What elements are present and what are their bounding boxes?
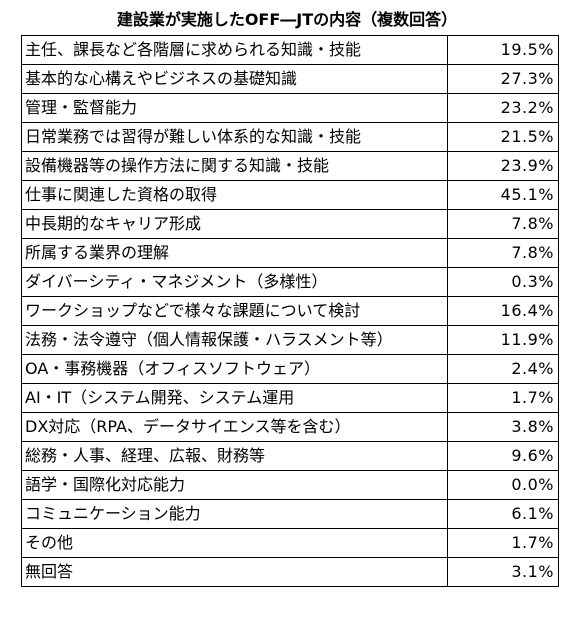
row-label: 基本的な心構えやビジネスの基礎知識 [21,64,448,94]
table-row: OA・事務機器（オフィスソフトウェア） 2.4% [21,354,559,384]
row-label: OA・事務機器（オフィスソフトウェア） [21,354,448,384]
row-label: 管理・監督能力 [21,93,448,123]
row-value: 27.3% [447,64,559,94]
table-row: DX対応（RPA、データサイエンス等を含む） 3.8% [21,412,559,442]
row-label: 主任、課長など各階層に求められる知識・技能 [21,35,448,65]
table-row: 所属する業界の理解 7.8% [21,238,559,268]
row-value: 23.2% [447,93,559,123]
table-row: 語学・国際化対応能力 0.0% [21,470,559,500]
row-value: 7.8% [447,238,559,268]
row-label: コミュニケーション能力 [21,499,448,529]
row-value: 45.1% [447,180,559,210]
table-row: 仕事に関連した資格の取得 45.1% [21,180,559,210]
row-label: DX対応（RPA、データサイエンス等を含む） [21,412,448,442]
row-label: ダイバーシティ・マネジメント（多様性） [21,267,448,297]
row-label: 日常業務では習得が難しい体系的な知識・技能 [21,122,448,152]
row-value: 11.9% [447,325,559,355]
row-value: 0.0% [447,470,559,500]
data-table: 主任、課長など各階層に求められる知識・技能 19.5% 基本的な心構えやビジネスの基… [21,35,559,587]
table-row: 日常業務では習得が難しい体系的な知識・技能 21.5% [21,122,559,152]
table-body: 主任、課長など各階層に求められる知識・技能 19.5% 基本的な心構えやビジネスの基… [21,35,559,587]
table-row: 設備機器等の操作方法に関する知識・技能 23.9% [21,151,559,181]
row-value: 3.8% [447,412,559,442]
row-value: 23.9% [447,151,559,181]
table-row: コミュニケーション能力 6.1% [21,499,559,529]
row-value: 9.6% [447,441,559,471]
table-row: ダイバーシティ・マネジメント（多様性） 0.3% [21,267,559,297]
table-row: 主任、課長など各階層に求められる知識・技能 19.5% [21,35,559,65]
row-label: ワークショップなどで様々な課題について検討 [21,296,448,326]
table-row: 管理・監督能力 23.2% [21,93,559,123]
table-row: AI・IT（システム開発、システム運用 1.7% [21,383,559,413]
row-label: 所属する業界の理解 [21,238,448,268]
row-label: 中長期的なキャリア形成 [21,209,448,239]
row-value: 21.5% [447,122,559,152]
table-row: 基本的な心構えやビジネスの基礎知識 27.3% [21,64,559,94]
row-label: 法務・法令遵守（個人情報保護・ハラスメント等） [21,325,448,355]
row-value: 16.4% [447,296,559,326]
table-row: ワークショップなどで様々な課題について検討 16.4% [21,296,559,326]
row-value: 2.4% [447,354,559,384]
table-row: 中長期的なキャリア形成 7.8% [21,209,559,239]
row-label: 総務・人事、経理、広報、財務等 [21,441,448,471]
table-row: 総務・人事、経理、広報、財務等 9.6% [21,441,559,471]
row-label: 仕事に関連した資格の取得 [21,180,448,210]
row-label: 設備機器等の操作方法に関する知識・技能 [21,151,448,181]
row-value: 19.5% [447,35,559,65]
row-value: 6.1% [447,499,559,529]
row-value: 7.8% [447,209,559,239]
row-label: 無回答 [21,557,448,587]
row-value: 3.1% [447,557,559,587]
row-value: 1.7% [447,528,559,558]
row-label: AI・IT（システム開発、システム運用 [21,383,448,413]
row-label: その他 [21,528,448,558]
row-value: 1.7% [447,383,559,413]
table-title: 建設業が実施したOFF―JTの内容（複数回答） [116,10,458,29]
table-row: 法務・法令遵守（個人情報保護・ハラスメント等） 11.9% [21,325,559,355]
row-label: 語学・国際化対応能力 [21,470,448,500]
table-row: 無回答 3.1% [21,557,559,587]
table-row: その他 1.7% [21,528,559,558]
row-value: 0.3% [447,267,559,297]
